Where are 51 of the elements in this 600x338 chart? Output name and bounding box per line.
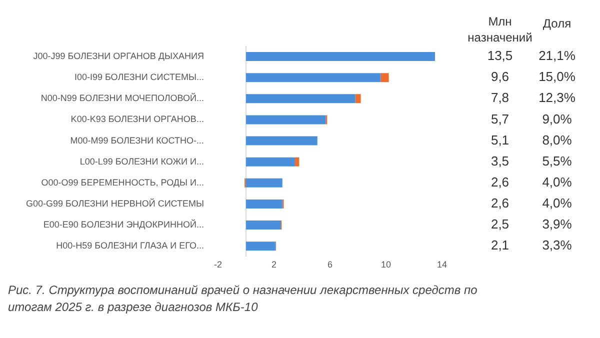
x-tick-label: 14 — [436, 259, 448, 270]
text: 4,0% — [542, 174, 572, 190]
text: Доля — [542, 16, 572, 30]
x-tick-label: 2 — [271, 259, 276, 270]
data-label: 5,7 — [490, 111, 510, 126]
data-label: 3,5 — [490, 153, 510, 168]
text: 12,3% — [538, 90, 576, 106]
y-tick-label: E00-E90 БОЛЕЗНИ ЭНДОКРИННОЙ... — [43, 218, 204, 230]
data-label: 5,1 — [490, 132, 510, 148]
text: 3,3% — [542, 238, 572, 253]
bar — [246, 199, 282, 208]
y-tick-label: J00-J99 БОЛЕЗНИ ОРГАНОВ ДЫХАНИЯ — [33, 51, 204, 62]
y-tick-label: O00-O99 БЕРЕМЕННОСТЬ, РОДЫ И... — [41, 177, 204, 188]
data-label: 7,8 — [490, 90, 510, 106]
bar — [246, 115, 326, 124]
text: Млн назначений — [468, 14, 532, 44]
y-tick-label: L00-L99 БОЛЕЗНИ КОЖИ И... — [80, 156, 204, 166]
y-tick-label: N00-N99 БОЛЕЗНИ МОЧЕПОЛОВОЙ... — [40, 92, 204, 104]
y-tick-label: G00-G99 БОЛЕЗНИ НЕРВНОЙ СИСТЕМЫ — [26, 197, 204, 208]
bar — [246, 94, 356, 104]
bar — [355, 94, 361, 104]
bar — [246, 242, 276, 251]
x-tick-label: -2 — [214, 259, 222, 270]
data-label: 13,5 — [487, 48, 513, 64]
bar — [294, 157, 300, 166]
y-tick-label: M00-M99 БОЛЕЗНИ КОСТНО-... — [70, 135, 204, 146]
bar — [380, 73, 389, 82]
data-label: 9,6 — [490, 69, 510, 84]
data-label: 2,6 — [490, 174, 510, 190]
bar — [246, 136, 318, 146]
data-label: 2,1 — [490, 238, 510, 253]
data-label: 2,6 — [490, 196, 510, 211]
x-tick-label: 10 — [380, 259, 391, 270]
bar — [246, 220, 281, 230]
text: 15,0% — [538, 69, 576, 84]
y-tick-label: K00-K93 БОЛЕЗНИ ОРГАНОВ... — [70, 114, 204, 124]
text: 8,0% — [542, 132, 572, 148]
x-tick-label: 6 — [327, 259, 332, 270]
data-label: 2,5 — [490, 216, 510, 232]
bar — [246, 73, 380, 82]
y-tick-label: H00-H59 БОЛЕЗНИ ГЛАЗА И ЕГО... — [56, 240, 204, 251]
text: 21,1% — [538, 48, 576, 64]
text: 9,0% — [542, 111, 572, 126]
bar — [246, 157, 295, 166]
y-tick-label: I00-I99 БОЛЕЗНИ СИСТЕМЫ... — [74, 72, 204, 82]
bar — [246, 178, 282, 188]
text: 3,9% — [542, 216, 572, 232]
text: 4,0% — [542, 196, 572, 211]
bar — [246, 52, 435, 62]
text: Рис. 7. Структура воспоминаний врачей о назначении лекарственных средств по итогам 2025 г. в разрезе диагнозов МКБ-10 — [8, 282, 478, 316]
text: 5,5% — [542, 153, 572, 168]
